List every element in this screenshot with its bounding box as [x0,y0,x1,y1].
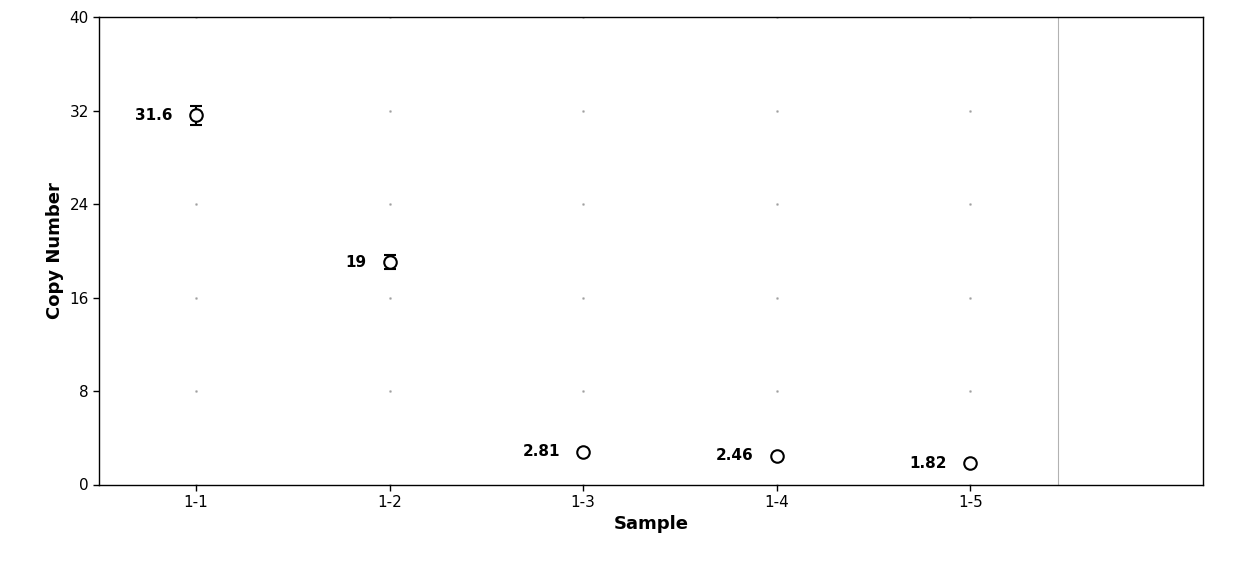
Text: 2.81: 2.81 [522,444,560,459]
Text: 2.46: 2.46 [715,448,754,463]
Y-axis label: Copy Number: Copy Number [46,182,63,319]
X-axis label: Sample: Sample [614,515,688,534]
Text: 19: 19 [345,255,366,270]
Text: 31.6: 31.6 [135,108,172,123]
Text: 1.82: 1.82 [910,456,947,471]
